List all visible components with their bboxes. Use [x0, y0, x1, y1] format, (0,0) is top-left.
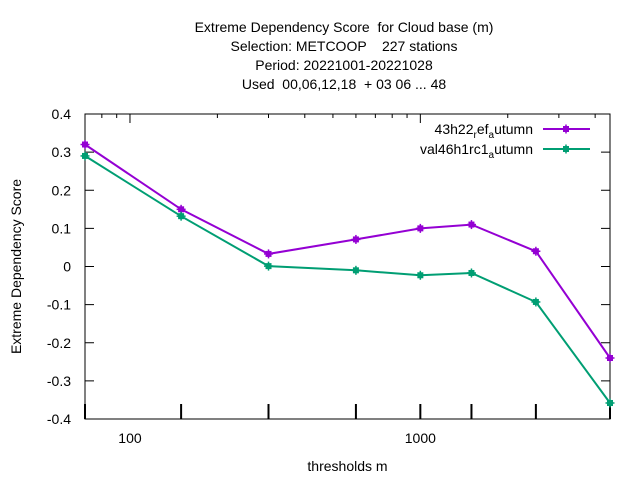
- legend-label-part: utumn: [494, 121, 533, 137]
- data-point: [466, 220, 476, 230]
- y-tick-label: -0.4: [47, 411, 71, 427]
- legend-label-part: utumn: [494, 141, 533, 157]
- series-line: [84, 143, 611, 359]
- legend-label: val46h1rc1autumn: [420, 141, 533, 161]
- legend-label-part: ef: [477, 121, 489, 137]
- data-point: [415, 223, 425, 233]
- legend-label-part: 43h22: [435, 121, 474, 137]
- legend-label-part: r: [473, 130, 477, 141]
- data-point: [531, 297, 541, 307]
- data-point: [605, 353, 615, 363]
- data-point: [176, 211, 186, 221]
- y-tick-label: 0.2: [52, 182, 72, 198]
- legend-marker: [561, 144, 571, 154]
- x-tick-label: 100: [118, 430, 142, 446]
- legend-marker: [561, 124, 571, 134]
- chart-title-line: Period: 20221001-20221028: [255, 57, 433, 73]
- legend-label: 43h22refautumn: [435, 121, 533, 141]
- series-1: [80, 140, 615, 363]
- series-group: [80, 140, 615, 408]
- legend-label-part: val46h1rc1: [420, 141, 489, 157]
- legend-label-part: a: [489, 130, 495, 141]
- data-point: [351, 265, 361, 275]
- y-axis-ticks: -0.4 -0.3 -0.2 -0.1 0 0.1 0.2 0.3 0.4: [47, 106, 610, 427]
- plot-frame: [84, 113, 611, 420]
- data-point: [415, 270, 425, 280]
- legend-label-part: a: [489, 150, 495, 161]
- data-point: [531, 246, 541, 256]
- data-point: [264, 261, 274, 271]
- x-axis-label: thresholds m: [307, 458, 387, 474]
- y-axis-label: Extreme Dependency Score: [8, 179, 24, 354]
- series-line: [84, 155, 611, 404]
- chart-title-line: Used 00,06,12,18 + 03 06 ... 48: [242, 76, 447, 92]
- y-tick-label: -0.1: [47, 297, 71, 313]
- chart-title: Extreme Dependency Score for Cloud base …: [195, 19, 494, 92]
- y-tick-label: 0.1: [52, 220, 72, 236]
- data-point: [80, 151, 90, 161]
- data-point: [605, 398, 615, 408]
- data-point: [466, 268, 476, 278]
- chart-title-line: Extreme Dependency Score for Cloud base …: [195, 19, 494, 35]
- chart-title-line: Selection: METCOOP 227 stations: [231, 38, 458, 54]
- data-point: [351, 234, 361, 244]
- y-tick-label: 0.4: [52, 106, 72, 122]
- y-tick-label: -0.2: [47, 335, 71, 351]
- legend-entry: val46h1rc1autumn: [420, 141, 590, 161]
- y-tick-label: -0.3: [47, 373, 71, 389]
- y-tick-label: 0: [63, 259, 71, 275]
- legend-entry: 43h22refautumn: [435, 121, 590, 141]
- series-2: [80, 151, 615, 408]
- data-point: [264, 249, 274, 259]
- x-tick-label: 1000: [405, 430, 436, 446]
- y-tick-label: 0.3: [52, 144, 72, 160]
- x-axis-ticks: 100 1000: [84, 114, 611, 446]
- data-point: [80, 140, 90, 149]
